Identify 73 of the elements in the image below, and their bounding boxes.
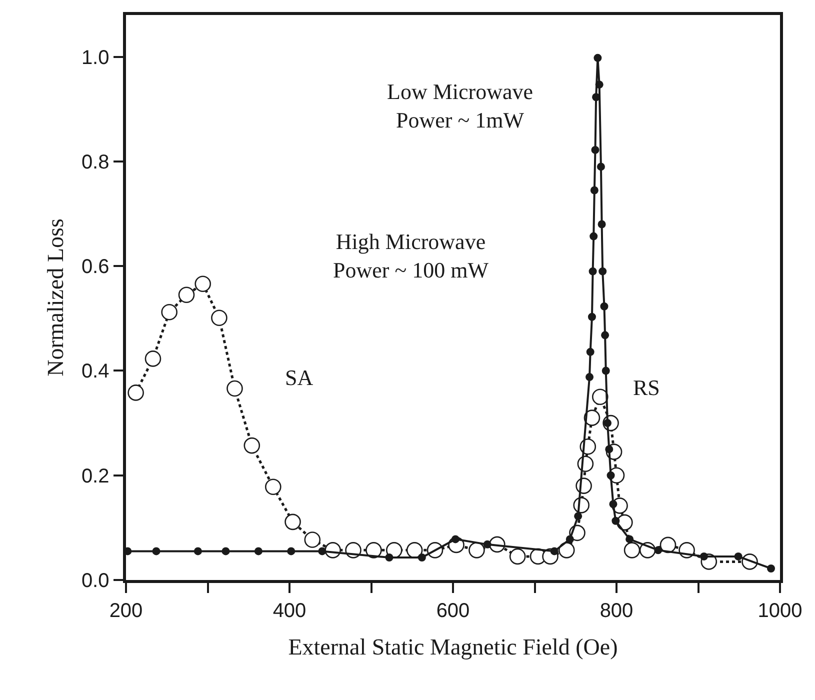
- point: [606, 471, 615, 480]
- point: [598, 267, 607, 276]
- point: [700, 552, 708, 560]
- x-tick-label: 600: [436, 600, 470, 622]
- x-tick-label: 400: [272, 600, 306, 622]
- point: [144, 350, 162, 367]
- point: [194, 276, 211, 292]
- point: [304, 532, 321, 548]
- point: [265, 478, 282, 496]
- point: [152, 547, 160, 556]
- y-axis-title: Normalized Loss: [42, 218, 68, 376]
- point: [366, 542, 382, 558]
- y-tick-label: 1.0: [81, 46, 110, 69]
- x-tick-label: 200: [109, 600, 143, 622]
- point: [660, 536, 676, 554]
- point: [161, 304, 178, 320]
- point: [178, 286, 195, 304]
- point: [284, 514, 301, 530]
- point: [612, 516, 620, 525]
- annotation: Low Microwave Power ~ 1mW: [387, 79, 534, 133]
- point: [600, 302, 608, 310]
- y-tick-label: 0.4: [81, 360, 110, 383]
- point: [590, 232, 598, 240]
- point: [128, 384, 144, 401]
- point: [468, 542, 485, 558]
- point: [588, 267, 597, 276]
- annotation: RS: [633, 375, 660, 400]
- point: [550, 547, 558, 556]
- point: [592, 388, 608, 406]
- point: [595, 80, 604, 89]
- point: [591, 146, 600, 154]
- point: [558, 542, 575, 558]
- point: [609, 500, 618, 508]
- y-tick-label: 0.8: [81, 151, 110, 174]
- point: [222, 547, 230, 556]
- point: [385, 554, 394, 562]
- point: [734, 552, 742, 560]
- point: [601, 331, 610, 340]
- point: [626, 535, 634, 544]
- point: [594, 54, 602, 62]
- y-tick-label: 0.0: [81, 570, 110, 592]
- point: [586, 348, 594, 356]
- x-tick-label: 800: [600, 600, 634, 622]
- point: [318, 547, 326, 556]
- point: [598, 220, 606, 228]
- point: [586, 373, 594, 382]
- annotation: SA: [285, 365, 314, 390]
- point: [483, 540, 492, 548]
- point: [287, 547, 296, 556]
- point: [406, 542, 423, 558]
- point: [654, 546, 662, 554]
- point: [624, 542, 640, 558]
- point: [211, 310, 228, 326]
- point: [509, 548, 526, 565]
- annotation: High Microwave Power ~ 100 mW: [333, 229, 489, 283]
- y-tick-label: 0.6: [81, 256, 110, 278]
- x-tick-label: 1000: [758, 600, 802, 622]
- point: [566, 535, 574, 544]
- point: [767, 564, 776, 572]
- point: [451, 535, 460, 544]
- point: [590, 186, 598, 194]
- point: [418, 554, 426, 562]
- x-axis-title: External Static Magnetic Field (Oe): [288, 634, 618, 660]
- point: [244, 437, 260, 454]
- point: [602, 366, 610, 375]
- point: [574, 512, 582, 520]
- y-tick-label: 0.2: [81, 465, 110, 488]
- point: [605, 445, 614, 454]
- point: [194, 547, 202, 556]
- point: [588, 312, 596, 321]
- point: [226, 380, 243, 397]
- point: [596, 162, 605, 171]
- point: [254, 547, 262, 556]
